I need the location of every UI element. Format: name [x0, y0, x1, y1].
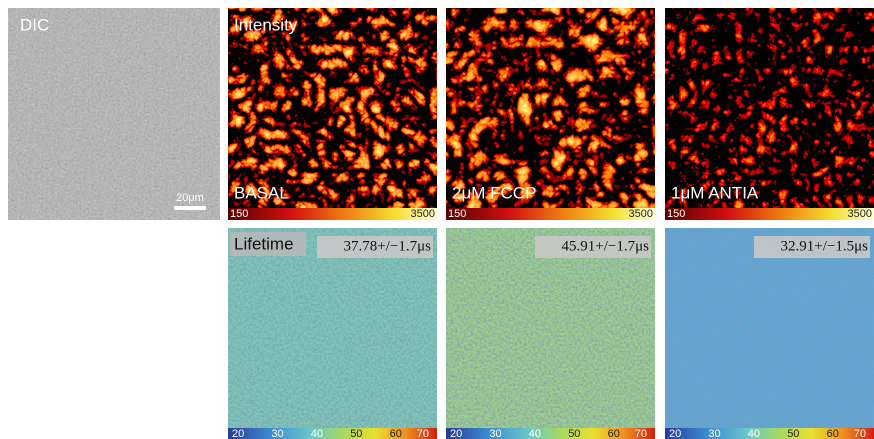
- colorbar-max: 3500: [411, 208, 435, 220]
- colorbar-tick-label: 40: [311, 428, 323, 439]
- scale-bar-label: 20μm: [176, 192, 204, 204]
- colorbar-tick-label: 50: [350, 428, 362, 439]
- colorbar-min: 150: [667, 208, 685, 220]
- intensity-colorbar: [446, 208, 655, 220]
- colorbar-tick-label: 70: [417, 428, 429, 439]
- colorbar-tick-label: 60: [827, 428, 839, 439]
- lifetime-value: 32.91+/−1.5μs: [781, 238, 869, 254]
- dic-texture: [8, 8, 220, 220]
- colorbar-tick-label: 40: [748, 428, 760, 439]
- colorbar-max: 3500: [848, 208, 872, 220]
- condition-label: BASAL: [234, 183, 289, 202]
- dic-label: DIC: [20, 15, 49, 34]
- figure: DIC 20μm Intensity BASAL 150 3500 Lifetime 37…: [0, 0, 874, 439]
- colorbar-tick-label: 30: [489, 428, 501, 439]
- condition-label: 2μM FCCP: [452, 183, 536, 202]
- colorbar-tick-label: 30: [708, 428, 720, 439]
- lifetime-value: 45.91+/−1.7μs: [562, 238, 650, 254]
- lifetime-colorbar: [446, 428, 655, 439]
- colorbar-tick-label: 30: [271, 428, 283, 439]
- scale-bar: [174, 206, 206, 210]
- colorbar-tick-label: 60: [608, 428, 620, 439]
- colorbar-tick-label: 20: [232, 428, 244, 439]
- lifetime-label: Lifetime: [234, 234, 294, 253]
- intensity-colorbar: [665, 208, 874, 220]
- colorbar-tick-label: 20: [669, 428, 681, 439]
- colorbar-max: 3500: [629, 208, 653, 220]
- intensity-colorbar: [228, 208, 437, 220]
- intensity-label: Intensity: [234, 15, 298, 34]
- intensity-texture: [446, 8, 655, 208]
- intensity-texture: [665, 8, 874, 208]
- colorbar-tick-label: 40: [529, 428, 541, 439]
- colorbar-tick-label: 50: [568, 428, 580, 439]
- condition-label: 1μM ANTIA: [671, 183, 759, 202]
- colorbar-min: 150: [230, 208, 248, 220]
- colorbar-min: 150: [448, 208, 466, 220]
- lifetime-colorbar: [665, 428, 874, 439]
- colorbar-tick-label: 20: [450, 428, 462, 439]
- colorbar-tick-label: 70: [635, 428, 647, 439]
- intensity-texture: [228, 8, 437, 208]
- colorbar-tick-label: 50: [787, 428, 799, 439]
- lifetime-value: 37.78+/−1.7μs: [344, 238, 432, 254]
- lifetime-colorbar: [228, 428, 437, 439]
- colorbar-tick-label: 70: [854, 428, 866, 439]
- colorbar-tick-label: 60: [390, 428, 402, 439]
